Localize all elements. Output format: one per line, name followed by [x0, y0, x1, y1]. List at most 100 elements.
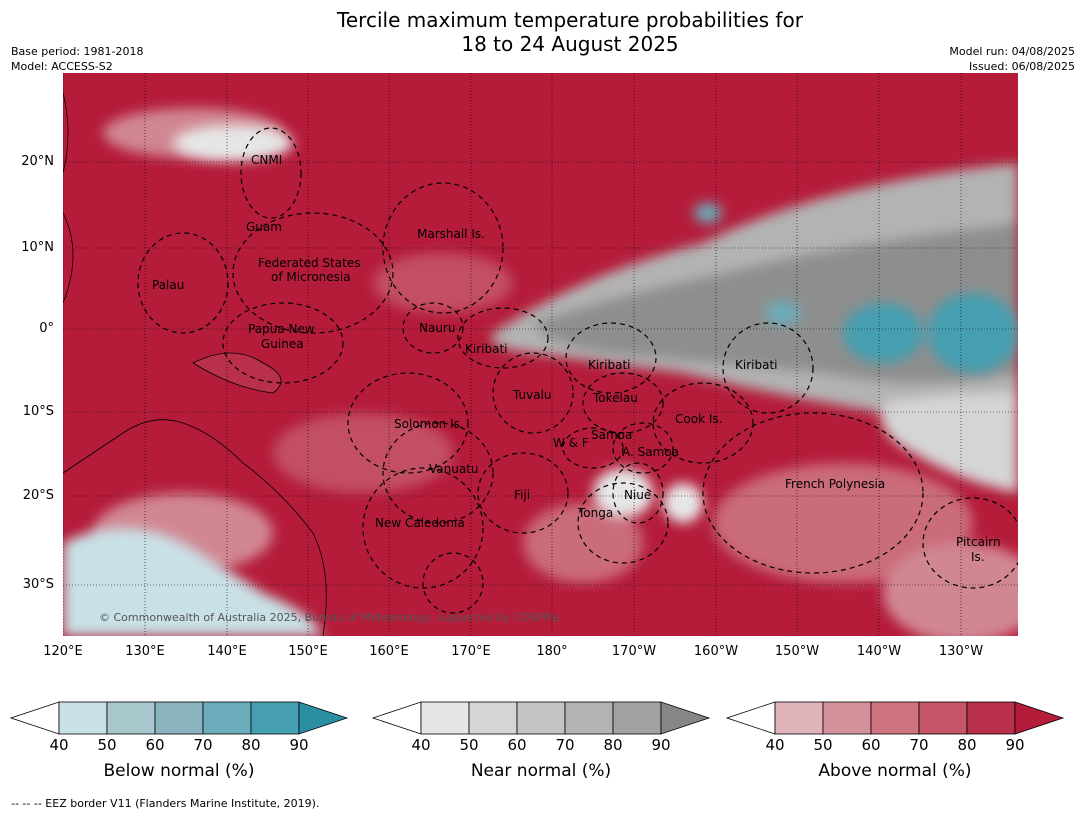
colorbar-swatch: [468, 701, 518, 735]
region-label: W & F: [553, 436, 589, 450]
region-label: Guinea: [261, 337, 304, 351]
lat-label: 30°S: [22, 577, 54, 592]
lon-label: 140°E: [207, 644, 247, 659]
map-title: Tercile maximum temperature probabilitie…: [0, 8, 1085, 56]
eez-footnote: -- -- -- EEZ border V11 (Flanders Marine…: [11, 797, 320, 810]
colorbar-near-swatches: [372, 701, 711, 735]
colorbar-label: Near normal (%): [470, 761, 612, 781]
region-label: Is.: [971, 550, 985, 564]
model-run: Model run: 04/08/2025: [949, 45, 1075, 58]
region-label: New Caledonia: [375, 516, 465, 530]
colorbar-tick: 50: [813, 736, 833, 754]
meta-right: Model run: 04/08/2025 Issued: 06/08/2025: [949, 44, 1075, 74]
title-line-1: Tercile maximum temperature probabilitie…: [337, 8, 803, 32]
region-labels: CNMI Guam Marshall Is. Federated States …: [99, 153, 1001, 624]
colorbar-tick: 80: [603, 736, 623, 754]
model-name: Model: ACCESS-S2: [11, 60, 113, 73]
lat-label: 0°: [39, 321, 54, 336]
colorbar-below-svg: [10, 701, 349, 735]
colorbar-swatch: [870, 701, 920, 735]
lon-label: 180°: [536, 644, 568, 659]
lon-label: 120°E: [43, 644, 83, 659]
title-line-2: 18 to 24 August 2025: [461, 32, 679, 56]
region-label: Guam: [246, 220, 282, 234]
colorbar-tick: 40: [49, 736, 69, 754]
lat-label: 10°S: [22, 404, 54, 419]
region-label: Fiji: [514, 488, 530, 502]
lon-label: 170°E: [451, 644, 491, 659]
lon-label: 150°E: [288, 644, 328, 659]
colorbar-tick: 90: [651, 736, 671, 754]
region-label: Solomon Is.: [394, 417, 464, 431]
colorbar-tick: 90: [289, 736, 309, 754]
region-label: A. Samoa: [622, 445, 679, 459]
region-label: French Polynesia: [785, 477, 885, 491]
region-label: of Micronesia: [271, 270, 351, 284]
colorbar-swatch: [154, 701, 204, 735]
region-label: Niue: [624, 488, 651, 502]
probability-map: CNMI Guam Marshall Is. Federated States …: [63, 73, 1018, 636]
colorbar-above-svg: [726, 701, 1065, 735]
colorbar-high-extend: [660, 701, 711, 735]
colorbar-swatch: [966, 701, 1016, 735]
colorbar-tick: 40: [765, 736, 785, 754]
colorbar-swatch: [822, 701, 872, 735]
lat-label: 20°N: [21, 154, 54, 169]
meta-left: Base period: 1981-2018 Model: ACCESS-S2: [11, 44, 143, 74]
region-label: CNMI: [251, 153, 282, 167]
colorbar-swatch: [420, 701, 470, 735]
region-label: Tuvalu: [512, 388, 552, 402]
colorbar-tick: 60: [507, 736, 527, 754]
lon-label: 140°W: [856, 644, 902, 659]
issued-date: Issued: 06/08/2025: [968, 60, 1075, 73]
colorbar-tick: 60: [861, 736, 881, 754]
colorbar-low-extend: [726, 701, 776, 735]
region-label: Nauru: [419, 321, 455, 335]
region-label: Pitcairn: [956, 535, 1001, 549]
copyright-notice: © Commonwealth of Australia 2025, Bureau…: [99, 611, 562, 624]
colorbar-above-swatches: [726, 701, 1065, 735]
eez-borders: [137, 127, 1018, 614]
region-label: Vanuatu: [429, 462, 479, 476]
region-label: Kiribati: [588, 358, 630, 372]
colorbar-label: Below normal (%): [103, 761, 255, 781]
region-label: Kiribati: [465, 342, 507, 356]
land-masses: [63, 92, 327, 636]
region-label: Tokelau: [592, 391, 638, 405]
colorbar-tick: 80: [957, 736, 977, 754]
colorbar-swatch: [774, 701, 824, 735]
lon-label: 160°E: [369, 644, 409, 659]
colorbar-tick: 80: [241, 736, 261, 754]
colorbar-tick: 40: [411, 736, 431, 754]
region-label: Papua New: [248, 322, 315, 336]
lon-label: 130°W: [938, 644, 984, 659]
colorbar-below-swatches: [10, 701, 349, 735]
region-label: Palau: [152, 278, 184, 292]
colorbar-swatch: [516, 701, 566, 735]
colorbar-swatch: [612, 701, 662, 735]
lat-label: 20°S: [22, 488, 54, 503]
colorbar-label: Above normal (%): [818, 761, 972, 781]
colorbar-tick: 50: [459, 736, 479, 754]
colorbar-tick: 70: [193, 736, 213, 754]
region-label: Tonga: [577, 506, 613, 520]
colorbar-swatch: [564, 701, 614, 735]
lon-label: 130°E: [125, 644, 165, 659]
colorbar-swatch: [250, 701, 300, 735]
colorbar-near-svg: [372, 701, 711, 735]
colorbar-tick: 70: [555, 736, 575, 754]
colorbar-swatch: [58, 701, 108, 735]
region-label: Cook Is.: [675, 412, 722, 426]
region-label: Samoa: [591, 428, 632, 442]
colorbar-swatch: [106, 701, 156, 735]
colorbar-swatch: [918, 701, 968, 735]
lon-label: 170°W: [611, 644, 657, 659]
region-label: Marshall Is.: [417, 227, 485, 241]
graticule: [63, 73, 1018, 636]
lat-label: 10°N: [21, 240, 54, 255]
region-label: Federated States: [258, 256, 360, 270]
colorbar-high-extend: [1014, 701, 1065, 735]
base-period: Base period: 1981-2018: [11, 45, 144, 58]
colorbar-tick: 70: [909, 736, 929, 754]
region-label: Kiribati: [735, 358, 777, 372]
